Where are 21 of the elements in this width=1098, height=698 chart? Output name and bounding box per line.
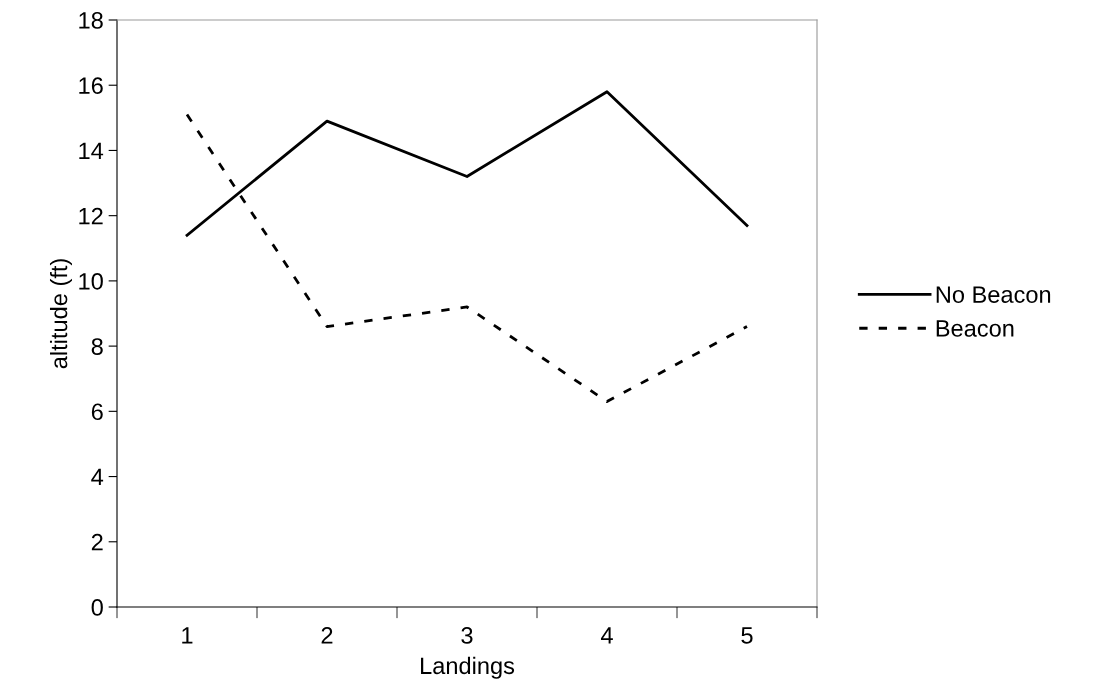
line-series bbox=[185, 90, 749, 237]
legend-label: Beacon bbox=[936, 320, 1014, 337]
x-tick-label: 3 bbox=[461, 627, 473, 644]
x-tick-label: 5 bbox=[741, 627, 753, 644]
y-tick-label: 10 bbox=[79, 272, 103, 290]
legend-label: No Beacon bbox=[936, 286, 1051, 303]
y-tick-label: 14 bbox=[79, 142, 104, 159]
x-tick-label: 4 bbox=[600, 627, 613, 644]
line-series bbox=[185, 113, 749, 403]
y-tick-label: 0 bbox=[91, 599, 103, 616]
x-axis-title: Landings bbox=[421, 656, 515, 679]
x-tick-label: 1 bbox=[182, 627, 193, 644]
y-tick-label: 18 bbox=[79, 12, 103, 29]
y-tick-label: 6 bbox=[91, 403, 103, 421]
y-tick-label: 4 bbox=[91, 468, 104, 486]
x-tick-label: 2 bbox=[321, 627, 333, 644]
y-tick-label: 16 bbox=[79, 77, 103, 95]
y-axis-title: altitude (ft) bbox=[49, 259, 72, 369]
y-tick-label: 8 bbox=[91, 338, 103, 355]
y-tick-label: 2 bbox=[91, 533, 103, 551]
y-tick-label: 12 bbox=[79, 207, 103, 225]
